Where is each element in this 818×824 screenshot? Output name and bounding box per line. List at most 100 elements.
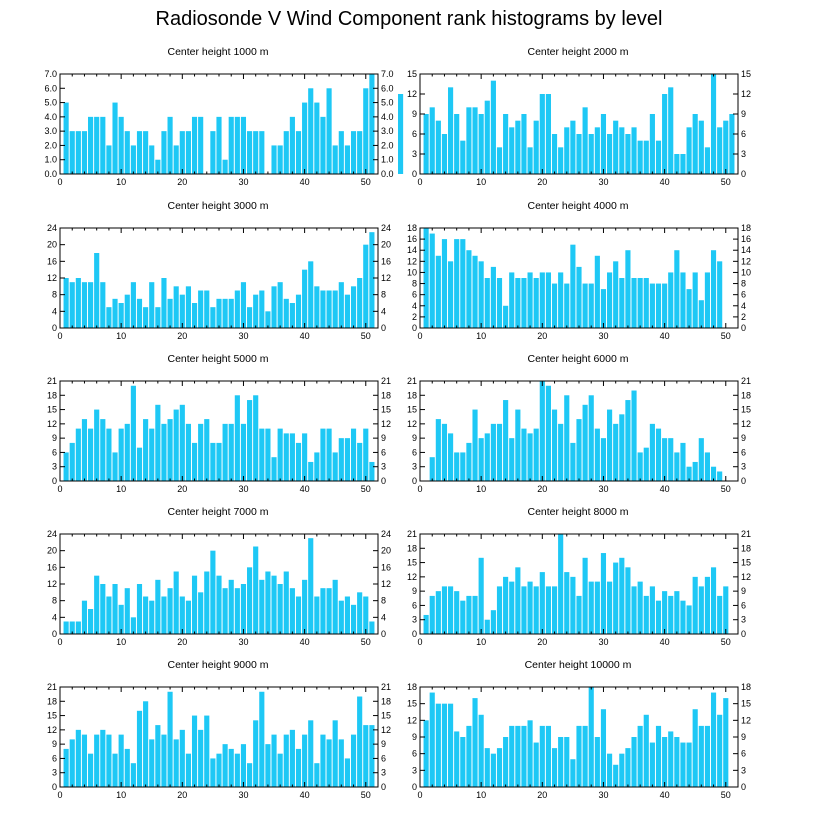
histogram-bar (69, 621, 75, 634)
y-tick-label-right: 3 (741, 149, 746, 159)
y-tick-label: 3 (412, 615, 417, 625)
x-tick-label: 30 (598, 790, 608, 800)
x-tick-label: 0 (417, 484, 422, 494)
histogram-bar (558, 737, 564, 787)
histogram-bar (649, 283, 655, 328)
histogram-bar (259, 428, 265, 481)
y-tick-label: 4 (52, 612, 57, 622)
histogram-bar (198, 592, 204, 634)
histogram-bar (619, 127, 625, 174)
y-tick-label: 21 (407, 529, 417, 539)
y-tick-label-right: 18 (741, 682, 751, 692)
panel-title: Center height 10000 m (524, 659, 632, 671)
histogram-bar (710, 692, 717, 787)
y-tick-label: 3.0 (44, 126, 57, 136)
histogram-bar (680, 442, 686, 481)
histogram-bar (63, 102, 69, 174)
x-tick-label: 40 (660, 177, 670, 187)
histogram-bar (173, 739, 179, 787)
histogram-bar (185, 600, 191, 634)
histogram-bar (112, 452, 118, 481)
histogram-bar (710, 466, 717, 481)
y-tick-label: 6 (412, 447, 417, 457)
histogram-bar (149, 428, 155, 481)
y-tick-label: 18 (47, 696, 57, 706)
histogram-bar (490, 423, 496, 481)
histogram-bar (668, 731, 674, 787)
histogram-bar (277, 753, 283, 787)
histogram-bar (515, 567, 521, 634)
histogram-bar (124, 131, 130, 174)
histogram-bar (222, 159, 228, 174)
histogram-panel: Center height 3000 m 0 10 20 30 40 50 0 0 4 4 8 8 12 1… (38, 200, 398, 344)
histogram-bar (582, 107, 588, 174)
histogram-bar (130, 385, 136, 481)
panel-title: Center height 6000 m (527, 353, 629, 365)
histogram-bar (265, 571, 271, 634)
y-tick-label: 14 (407, 245, 417, 255)
histogram-bar (466, 250, 472, 328)
histogram-bar (710, 567, 717, 634)
x-tick-label: 20 (537, 331, 547, 341)
y-tick-label-right: 20 (381, 546, 391, 556)
y-tick-label-right: 3 (381, 462, 386, 472)
histogram-bar (75, 621, 81, 634)
histogram-bar (289, 729, 295, 787)
histogram-bar (460, 140, 466, 174)
histogram-bar (613, 423, 619, 481)
histogram-bar (472, 255, 478, 328)
y-tick-label: 15 (407, 69, 417, 79)
histogram-bar (588, 581, 594, 634)
histogram-bar (350, 286, 357, 328)
histogram-bar (710, 74, 717, 174)
x-tick-label: 20 (177, 637, 187, 647)
y-tick-label: 1.0 (44, 155, 57, 165)
histogram-bar (191, 116, 198, 174)
histogram-bar (448, 261, 454, 328)
histogram-bar (106, 428, 112, 481)
histogram-bar (320, 428, 326, 481)
histogram-bar (521, 428, 527, 481)
histogram-bar (149, 739, 155, 787)
histogram-panel: Center height 10000 m 0 10 20 30 40 50 0 0 3 3 6 6 9 9… (398, 659, 758, 803)
histogram-bar (637, 140, 643, 174)
y-tick-label: 0.0 (44, 169, 57, 179)
histogram-bar (539, 725, 545, 787)
x-tick-label: 0 (57, 177, 62, 187)
histogram-bar (478, 557, 484, 634)
y-tick-label-right: 4.0 (381, 112, 394, 122)
y-tick-label-right: 14 (741, 245, 751, 255)
y-tick-label: 12 (47, 579, 57, 589)
histogram-bar (600, 114, 607, 174)
histogram-bar (600, 709, 607, 787)
histogram-bar (717, 595, 723, 634)
histogram-bar (63, 748, 69, 787)
histogram-bar (191, 715, 198, 787)
histogram-bar (357, 696, 363, 787)
histogram-bar (717, 261, 723, 328)
histogram-bar (723, 120, 729, 174)
histogram-bar (496, 278, 503, 328)
histogram-bar (576, 266, 582, 328)
x-tick-label: 10 (476, 637, 486, 647)
y-tick-label: 6 (412, 600, 417, 610)
histogram-bar (515, 278, 521, 328)
histogram-bar (619, 414, 625, 481)
histogram-bar (363, 596, 369, 634)
histogram-bar (259, 691, 265, 787)
histogram-bar (118, 734, 124, 787)
histogram-bar (588, 687, 594, 787)
y-tick-label: 9 (52, 433, 57, 443)
histogram-bar (533, 278, 539, 328)
histogram-bar (173, 286, 179, 328)
histogram-bar (655, 140, 662, 174)
histogram-bar (551, 748, 558, 787)
y-tick-label: 4.0 (44, 112, 57, 122)
histogram-bar (100, 116, 106, 174)
histogram-bar (607, 581, 613, 634)
histogram-bar (369, 232, 375, 328)
